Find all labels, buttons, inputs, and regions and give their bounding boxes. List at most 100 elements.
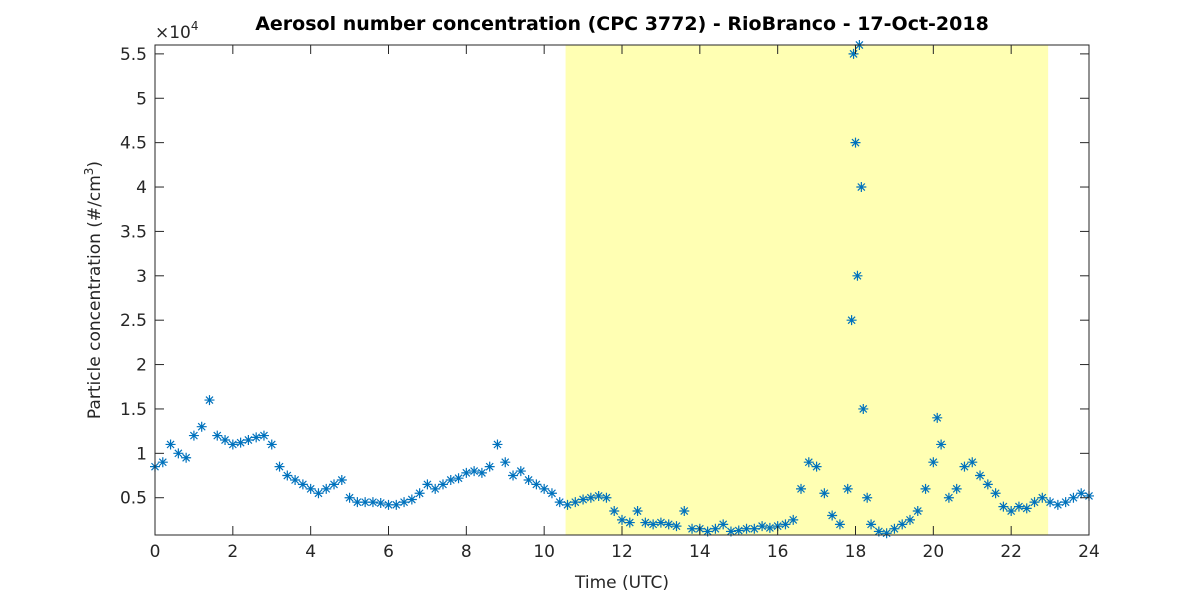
- data-point: [196, 421, 207, 432]
- y-axis-label-end: ): [85, 161, 105, 168]
- data-point: [1021, 503, 1032, 514]
- data-point: [453, 473, 464, 484]
- x-tick-label: 10: [533, 542, 555, 562]
- data-point: [181, 452, 192, 463]
- data-point: [539, 483, 550, 494]
- data-point: [1006, 506, 1017, 517]
- data-point: [523, 474, 534, 485]
- data-point: [383, 499, 394, 510]
- data-point: [640, 517, 651, 528]
- data-point: [290, 474, 301, 485]
- data-point: [578, 494, 589, 505]
- data-point: [430, 483, 441, 494]
- data-point: [188, 430, 199, 441]
- data-point: [920, 483, 931, 494]
- data-point: [227, 439, 238, 450]
- data-point: [476, 467, 487, 478]
- data-point: [679, 506, 690, 517]
- y-multiplier-base: ×10: [155, 23, 191, 43]
- data-point: [492, 439, 503, 450]
- data-point: [329, 479, 340, 490]
- data-point: [632, 506, 643, 517]
- y-tick-label: 1: [136, 444, 147, 464]
- data-point: [469, 466, 480, 477]
- x-tick-label: 22: [1000, 542, 1022, 562]
- data-point: [663, 519, 674, 530]
- data-point: [655, 517, 666, 528]
- data-point: [912, 506, 923, 517]
- data-point: [951, 483, 962, 494]
- data-point: [212, 430, 223, 441]
- data-point: [764, 522, 775, 533]
- data-point: [866, 519, 877, 530]
- x-tick-label: 0: [150, 542, 161, 562]
- data-point: [165, 439, 176, 450]
- data-point: [803, 457, 814, 468]
- data-point: [282, 470, 293, 481]
- x-tick-label: 8: [461, 542, 472, 562]
- data-point: [725, 526, 736, 537]
- data-point: [819, 488, 830, 499]
- data-point: [862, 492, 873, 503]
- data-point: [733, 525, 744, 536]
- data-point: [531, 479, 542, 490]
- data-point: [391, 499, 402, 510]
- y-tick-label: 2.5: [120, 311, 147, 331]
- data-point: [601, 492, 612, 503]
- y-tick-label: 4: [136, 178, 147, 198]
- x-tick-label: 12: [611, 542, 633, 562]
- data-point: [258, 430, 269, 441]
- data-point: [546, 488, 557, 499]
- data-point: [220, 435, 231, 446]
- data-point: [856, 182, 867, 193]
- data-point: [897, 519, 908, 530]
- data-point: [515, 466, 526, 477]
- data-point: [1060, 497, 1071, 508]
- data-point: [251, 432, 262, 443]
- data-point: [834, 519, 845, 530]
- x-tick-label: 2: [227, 542, 238, 562]
- data-point: [585, 492, 596, 503]
- data-point: [943, 492, 954, 503]
- data-point: [422, 479, 433, 490]
- y-tick-label: 4.5: [120, 134, 147, 154]
- data-point: [414, 488, 425, 499]
- data-point: [852, 270, 863, 281]
- data-point: [780, 519, 791, 530]
- data-point: [399, 497, 410, 508]
- data-point: [1037, 492, 1048, 503]
- data-point: [375, 498, 386, 509]
- shaded-region: [565, 45, 1049, 535]
- data-point: [749, 523, 760, 534]
- data-point: [671, 521, 682, 532]
- data-point: [173, 448, 184, 459]
- data-point: [445, 474, 456, 485]
- data-point: [352, 497, 363, 508]
- data-point: [1029, 497, 1040, 508]
- y-tick-label: 2: [136, 356, 147, 376]
- data-point: [235, 437, 246, 448]
- data-point: [741, 523, 752, 534]
- x-axis-label: Time (UTC): [574, 573, 669, 593]
- data-point: [274, 461, 285, 472]
- data-point: [858, 403, 869, 414]
- data-point: [702, 526, 713, 537]
- data-point: [266, 439, 277, 450]
- x-tick-label: 18: [845, 542, 867, 562]
- data-point: [406, 494, 417, 505]
- x-tick-label: 20: [923, 542, 945, 562]
- x-tick-label: 4: [305, 542, 316, 562]
- data-point: [848, 48, 859, 59]
- data-point: [788, 514, 799, 525]
- data-point: [344, 492, 355, 503]
- data-point: [796, 483, 807, 494]
- data-point: [846, 315, 857, 326]
- plot-area: 0 2 4 6 8 10 12 14 16 18 20 22 240.511.522.533.544.5…: [120, 40, 1100, 562]
- data-point: [508, 470, 519, 481]
- data-point: [1013, 501, 1024, 512]
- y-multiplier: ×104: [155, 19, 199, 43]
- data-point: [570, 497, 581, 508]
- y-tick-label: 5.5: [120, 45, 147, 65]
- data-point: [889, 523, 900, 534]
